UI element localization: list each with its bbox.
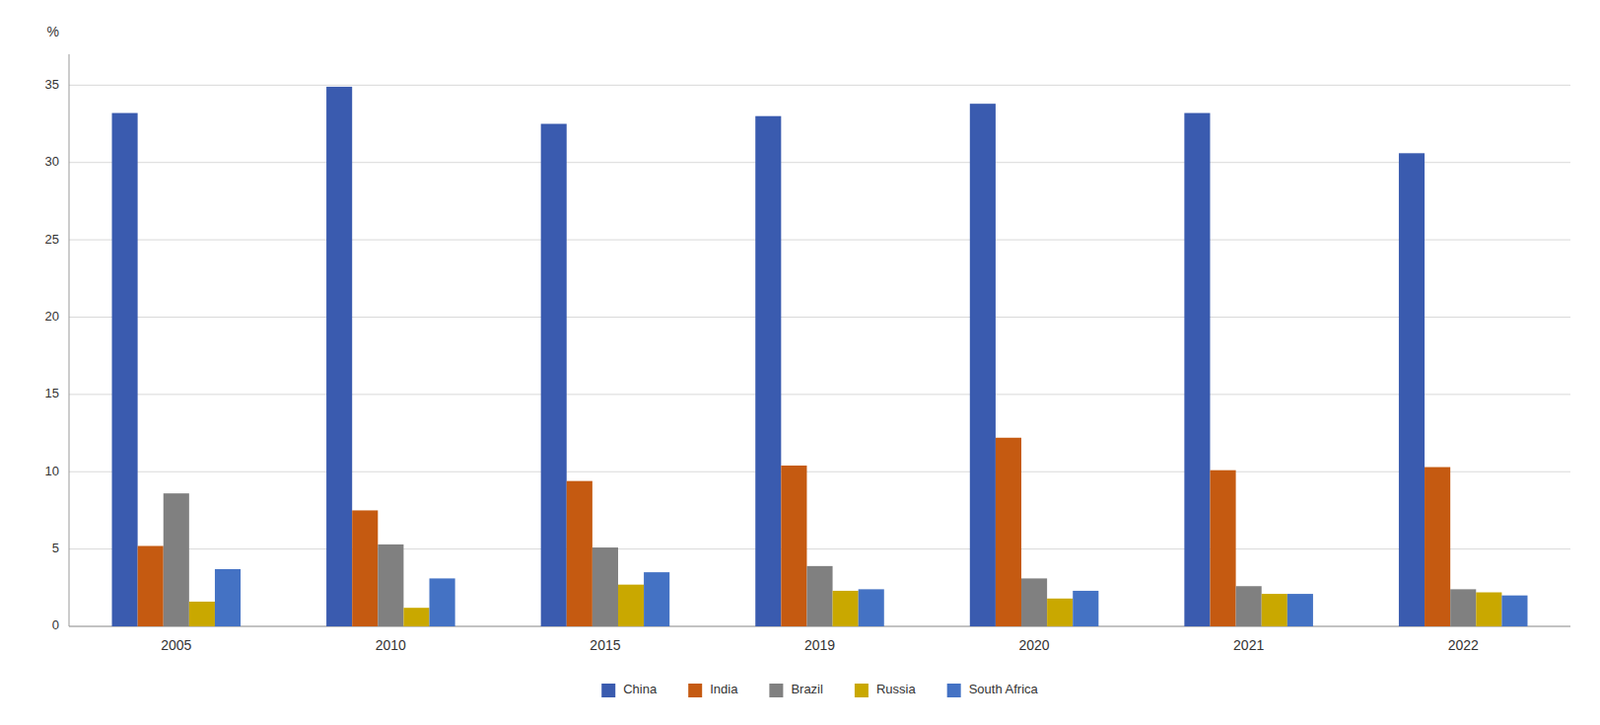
legend-swatch (947, 683, 962, 697)
legend-label: India (709, 681, 739, 696)
x-tick-label: 2021 (1233, 636, 1264, 653)
bar (1183, 113, 1210, 627)
grid-line (69, 316, 1571, 318)
y-tick-label: 15 (45, 385, 60, 401)
bar (780, 465, 807, 627)
bar (755, 116, 781, 627)
bar (970, 103, 996, 627)
bar-series (112, 86, 1426, 627)
bar-series (163, 492, 1477, 627)
y-grid (69, 84, 1571, 627)
bar (1287, 593, 1314, 627)
legend-item: China (601, 681, 658, 697)
bar (858, 588, 885, 627)
y-tick-label: 0 (52, 617, 60, 632)
bar (566, 481, 593, 627)
legend-item: South Africa (947, 681, 1040, 697)
legend-swatch (601, 683, 616, 697)
legend-item: Russia (854, 681, 917, 697)
bar (833, 590, 859, 627)
bar (1046, 598, 1073, 627)
bar-series (138, 437, 1452, 627)
legend-swatch (854, 683, 869, 697)
grid-line (69, 161, 1571, 163)
x-tick-label: 2005 (160, 636, 192, 653)
y-tick-label: 25 (45, 231, 60, 247)
grid-line (69, 471, 1571, 473)
bar (618, 584, 644, 627)
bar (1475, 592, 1502, 627)
x-tick-labels: 2005 2010 2015 2019 2020 2021 2022 (160, 636, 1479, 653)
y-axis-label: % (47, 23, 60, 40)
legend-label: Brazil (790, 681, 824, 696)
grid-line (69, 393, 1571, 395)
bar (1450, 588, 1476, 627)
bar-series (189, 584, 1503, 627)
bar (1501, 595, 1528, 627)
bar (1209, 470, 1236, 627)
bar (1261, 593, 1288, 627)
bar (643, 571, 670, 627)
bar (377, 544, 404, 627)
chart-svg: 05101520253035%2005201020152019202020212… (0, 0, 1600, 725)
bar (1424, 467, 1451, 627)
grid-line (69, 239, 1571, 241)
bar (592, 547, 619, 627)
bars (112, 86, 1529, 627)
bar (541, 124, 567, 627)
background (0, 0, 1600, 725)
legend-swatch (768, 683, 783, 697)
bar (214, 568, 241, 627)
bar (995, 437, 1022, 627)
legend-item: Brazil (768, 681, 824, 697)
x-tick-label: 2022 (1448, 636, 1479, 653)
legend-swatch (688, 683, 702, 697)
legend: China India Brazil Russia South Africa (601, 681, 1039, 697)
bar-series (214, 568, 1529, 627)
bar (1236, 585, 1262, 627)
legend-label: South Africa (969, 681, 1040, 696)
bar (163, 492, 190, 627)
y-tick-labels: 0 5 10 15 20 25 30 35 (45, 76, 60, 633)
bar (1072, 590, 1099, 627)
x-tick-label: 2020 (1018, 636, 1049, 653)
bar (806, 565, 833, 627)
bar (351, 509, 378, 627)
grid-line (69, 84, 1571, 86)
y-tick-label: 30 (45, 153, 60, 169)
x-tick-label: 2015 (589, 636, 621, 653)
bar (112, 113, 139, 627)
y-tick-label: 20 (45, 308, 60, 324)
bar (403, 607, 429, 627)
x-tick-label: 2010 (375, 636, 407, 653)
bar (138, 545, 164, 627)
bar (1398, 152, 1425, 627)
grid-line (69, 548, 1571, 550)
bar (429, 577, 456, 627)
bar (189, 601, 215, 627)
x-tick-label: 2019 (804, 636, 835, 653)
legend-label: China (623, 681, 658, 696)
y-tick-label: 35 (45, 76, 60, 92)
chart-container: 05101520253035%2005201020152019202020212… (0, 0, 1600, 725)
legend-item: India (688, 681, 739, 697)
y-tick-label: 5 (52, 540, 60, 556)
y-tick-label: 10 (45, 463, 60, 479)
y-axis-line (69, 54, 70, 627)
bar (1021, 577, 1047, 627)
legend-label: Russia (876, 681, 917, 696)
bar (326, 86, 352, 627)
